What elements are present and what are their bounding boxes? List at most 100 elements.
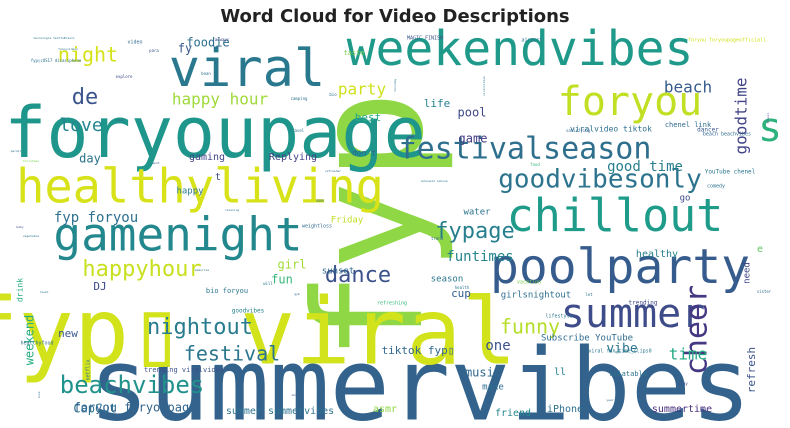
word: chillout <box>507 189 724 242</box>
word: one <box>485 338 510 354</box>
word: weekendvibes <box>347 21 694 77</box>
word: Subscribe YouTube <box>541 334 633 344</box>
word: make <box>482 383 504 393</box>
word: need <box>743 262 753 284</box>
word: bio foryou <box>206 287 248 295</box>
word: comedy <box>707 184 725 190</box>
word: dancer <box>697 127 719 134</box>
word: weekend <box>23 315 37 366</box>
word: vacation <box>517 280 541 286</box>
word: healthyfood <box>20 341 53 347</box>
word: always <box>215 37 230 42</box>
word: de <box>72 85 99 110</box>
word: will <box>263 281 273 286</box>
word: foryou <box>558 79 703 125</box>
word: YouTube chenel <box>705 169 756 176</box>
word: weightloss <box>302 224 332 230</box>
word: love <box>59 115 102 136</box>
word: goodvibesonly <box>498 165 702 195</box>
word: bio <box>329 92 337 97</box>
word: game <box>459 132 488 146</box>
word: funnyvideos <box>58 47 78 51</box>
word: reset <box>39 290 48 294</box>
word: spot <box>152 161 159 165</box>
word: t <box>215 172 221 183</box>
word: chenel link <box>665 121 712 129</box>
word: happy hour <box>172 90 269 109</box>
word: season <box>431 275 464 285</box>
word: trending viralvideo <box>144 366 224 374</box>
word: satisfying <box>566 128 591 133</box>
word: e <box>757 244 763 255</box>
word: sister <box>757 289 772 294</box>
word: funny <box>500 315 560 339</box>
word: trend <box>431 236 444 241</box>
word: girl <box>278 258 307 272</box>
word: cheer <box>680 285 715 375</box>
word: gamenight <box>53 208 302 262</box>
word: life <box>424 97 451 110</box>
word: iphone11 iphone <box>420 179 447 183</box>
word: healthyliving <box>16 160 384 215</box>
word: new <box>58 327 78 340</box>
word: year <box>606 398 613 402</box>
word: viral <box>169 39 326 99</box>
word: MAGIC FINISH <box>407 36 443 42</box>
word: para <box>149 48 159 53</box>
word: nightout <box>147 315 253 340</box>
word: healthy <box>636 249 678 260</box>
word: refresher <box>325 169 341 173</box>
word: DJ <box>93 280 106 293</box>
word: vegetable <box>23 234 39 238</box>
word: fypage <box>435 219 514 244</box>
word: beach beachvibes <box>703 132 751 138</box>
word: don t <box>352 149 376 158</box>
word: bean <box>201 71 211 76</box>
word: airport <box>521 38 542 44</box>
word: s <box>758 105 782 151</box>
word: mom <box>316 198 324 203</box>
word: gym <box>294 292 300 296</box>
word: funtimes <box>446 249 513 265</box>
word: fy <box>178 42 192 56</box>
word: explore <box>116 74 133 79</box>
word: summer summervibes <box>226 406 334 417</box>
word: health <box>455 285 470 290</box>
word: tiktok fyp▯ <box>382 344 455 357</box>
word: happyhour <box>82 257 201 282</box>
word: fyp <box>283 91 457 362</box>
word: gaming <box>189 152 225 163</box>
word: cup <box>451 287 471 300</box>
word: best <box>355 111 382 124</box>
word: poolparty <box>490 239 750 295</box>
word: beach <box>664 78 712 97</box>
word: look <box>37 391 41 398</box>
word: viral fun_time_clips0 <box>588 349 651 355</box>
word: foryou foryoupageofficiall <box>688 38 766 44</box>
word: good time <box>607 159 683 175</box>
word: refresh <box>745 347 758 393</box>
word: tecnologia TechToBrasil <box>33 36 75 40</box>
word: fyp foryou <box>54 210 138 226</box>
word: iPhone <box>547 404 583 415</box>
word: travel <box>290 128 305 133</box>
word: party <box>338 80 387 99</box>
word: memories <box>195 268 210 272</box>
word: parati <box>11 149 22 153</box>
word: summer <box>561 291 706 337</box>
word: summertime <box>652 404 712 415</box>
word: festival <box>184 342 280 366</box>
word: foryou foryoupage <box>74 401 197 415</box>
chart-title: Word Cloud for Video Descriptions <box>220 6 570 27</box>
word: Brasil <box>766 112 770 123</box>
word: viraltiktok <box>482 76 486 96</box>
word: relaxing <box>225 208 240 212</box>
word: Christmas <box>23 159 39 163</box>
word: play <box>678 381 688 386</box>
word: ll <box>554 367 566 378</box>
word: trending <box>629 300 658 307</box>
word: night <box>58 43 118 67</box>
word: pool <box>458 106 487 120</box>
word: netflix <box>86 359 92 380</box>
